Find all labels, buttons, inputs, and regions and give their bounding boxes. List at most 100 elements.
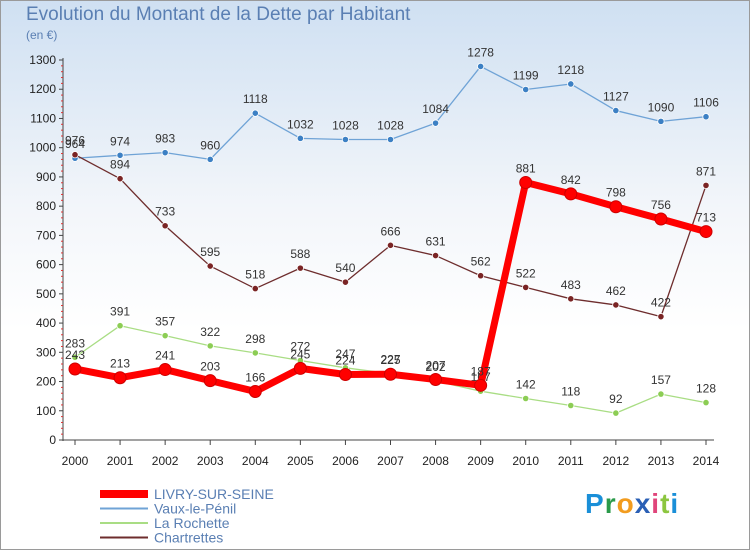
data-point: [654, 212, 668, 226]
data-label: 92: [609, 392, 623, 406]
y-tick-label: 100: [36, 404, 56, 418]
data-label: 881: [516, 161, 536, 175]
data-label: 202: [426, 360, 446, 374]
data-label: 322: [200, 325, 220, 339]
data-point: [612, 106, 620, 115]
x-tick-label: 2006: [332, 454, 359, 468]
data-point: [657, 117, 665, 125]
x-tick-label: 2005: [287, 454, 314, 468]
data-point: [702, 113, 710, 121]
data-label: 128: [696, 382, 716, 396]
x-tick-label: 2004: [242, 454, 269, 468]
data-label: 207: [426, 358, 446, 372]
x-tick-label: 2009: [467, 454, 494, 468]
x-tick-label: 2013: [648, 454, 675, 468]
data-label: 247: [335, 347, 355, 361]
data-point: [699, 225, 713, 239]
chart-title: Evolution du Montant de la Dette par Hab…: [26, 4, 411, 25]
data-label: 166: [245, 370, 265, 384]
data-point: [609, 200, 623, 214]
data-point: [203, 374, 217, 388]
data-point: [206, 342, 214, 350]
legend-label: La Rochette: [154, 515, 230, 531]
data-label: 272: [290, 339, 310, 353]
x-tick-label: 2008: [422, 454, 449, 468]
data-label: 713: [696, 211, 716, 225]
data-label: 1028: [377, 119, 404, 133]
data-point: [612, 409, 620, 417]
legend-label: LIVRY-SUR-SEINE: [154, 486, 274, 502]
x-tick-label: 2003: [197, 454, 224, 468]
data-label: 1084: [422, 102, 449, 116]
data-label: 225: [380, 353, 400, 367]
data-label: 894: [110, 158, 130, 172]
x-tick-label: 2002: [152, 454, 179, 468]
data-label: 733: [155, 205, 175, 219]
data-point: [384, 367, 397, 381]
y-tick-label: 1300: [29, 53, 56, 67]
data-label: 871: [696, 164, 716, 178]
data-label: 1090: [648, 100, 675, 114]
legend-label: Vaux-le-Pénil: [154, 501, 236, 517]
data-point: [71, 353, 79, 361]
x-tick-label: 2010: [512, 454, 539, 468]
data-point: [293, 361, 307, 375]
data-label: 666: [380, 224, 400, 238]
data-label: 243: [65, 348, 85, 362]
data-label: 756: [651, 198, 671, 212]
data-point: [341, 135, 350, 144]
x-tick-label: 2012: [603, 454, 630, 468]
data-label: 631: [426, 235, 446, 249]
data-label: 1106: [693, 96, 719, 110]
data-label: 118: [561, 385, 580, 399]
data-label: 1032: [287, 117, 314, 131]
data-label: 213: [110, 357, 130, 371]
data-label: 1218: [557, 63, 584, 77]
data-point: [251, 284, 259, 293]
data-point: [519, 175, 533, 189]
data-point: [567, 401, 575, 410]
y-tick-label: 500: [36, 287, 56, 301]
data-point: [248, 384, 262, 398]
data-point: [161, 222, 169, 230]
y-tick-label: 1100: [30, 111, 56, 125]
data-label: 1278: [467, 45, 494, 59]
y-tick-label: 600: [36, 258, 56, 272]
data-label: 157: [651, 373, 671, 387]
data-label: 588: [290, 247, 310, 261]
data-point: [206, 262, 214, 270]
data-point: [429, 372, 443, 386]
data-label: 462: [606, 284, 626, 298]
data-point: [474, 378, 488, 392]
chart-subtitle: (en €): [26, 28, 58, 42]
data-point: [522, 394, 530, 403]
data-label: 1199: [513, 69, 539, 83]
data-point: [113, 371, 127, 385]
data-point: [68, 362, 82, 376]
data-point: [158, 363, 172, 377]
data-point: [338, 368, 352, 382]
data-point: [386, 135, 395, 144]
data-point: [522, 283, 530, 292]
y-tick-label: 1200: [29, 82, 56, 96]
data-label: 187: [471, 364, 491, 378]
y-tick-label: 0: [49, 433, 56, 447]
data-label: 522: [516, 266, 536, 280]
data-label: 1028: [332, 119, 359, 133]
y-tick-label: 700: [36, 228, 56, 242]
data-point: [564, 187, 578, 201]
y-tick-label: 900: [36, 170, 56, 184]
data-label: 798: [606, 186, 626, 200]
data-point: [71, 151, 79, 159]
data-label: 964: [65, 137, 85, 151]
x-tick-label: 2014: [693, 454, 720, 468]
data-label: 483: [561, 278, 581, 292]
data-point: [161, 332, 169, 340]
data-point: [567, 295, 575, 303]
data-point: [477, 62, 485, 71]
y-tick-label: 200: [36, 375, 56, 389]
data-label: 245: [290, 347, 310, 361]
data-label: 960: [200, 138, 220, 152]
